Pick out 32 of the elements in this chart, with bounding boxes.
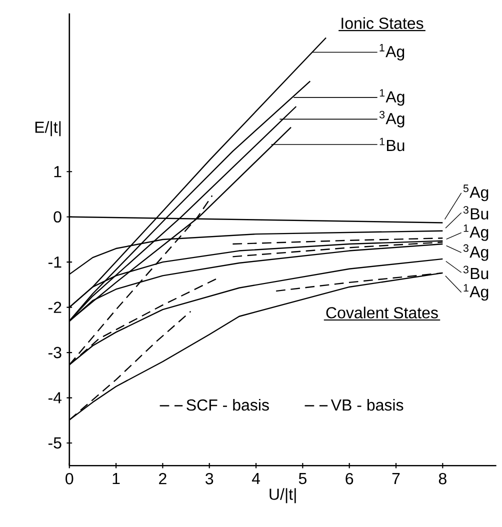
annotation: $^{1}$Ag [380, 89, 404, 106]
annotation: $^{3}$Bu [464, 206, 488, 220]
x-tick-label: 0 [66, 473, 74, 484]
y-tick-label: -4 [48, 392, 62, 404]
legend-label: SCF - basis [186, 398, 270, 411]
y-tick-label: -3 [48, 346, 62, 358]
annotation: $^{3}$Ag [464, 244, 488, 261]
annotation: $^{1}$Ag [380, 44, 404, 60]
annotation: $^{1}$Ag [464, 224, 488, 241]
x-tick-label: 7 [392, 473, 400, 484]
y-tick-label: -2 [48, 302, 62, 313]
y-tick-label: -5 [48, 437, 62, 449]
y-tick-label: 1 [54, 166, 62, 178]
annotation: $^{1}$Ag [464, 284, 488, 301]
annotation: $^{3}$Bu [464, 266, 488, 280]
x-axis-title: U/|t| [270, 488, 296, 504]
x-tick-label: 3 [206, 473, 214, 484]
x-tick-label: 2 [159, 473, 167, 484]
y-axis-title: E/|t| [36, 121, 61, 136]
x-tick-label: 1 [112, 473, 120, 484]
x-tick-label: 4 [252, 473, 260, 484]
y-tick-label: 0 [54, 211, 62, 223]
y-tick-label: -1 [48, 256, 62, 268]
legend-label: VB - basis [331, 398, 404, 411]
annotation: $^{1}$Bu [380, 138, 404, 152]
annotation: $^{3}$Ag [380, 110, 404, 128]
annotation: Ionic States [342, 17, 424, 29]
annotation: $^{5}$Ag [464, 184, 488, 202]
annotation: Covalent States [326, 306, 438, 318]
x-tick-label: 5 [299, 473, 307, 484]
x-tick-label: 6 [346, 473, 354, 484]
x-tick-label: 8 [439, 473, 447, 484]
